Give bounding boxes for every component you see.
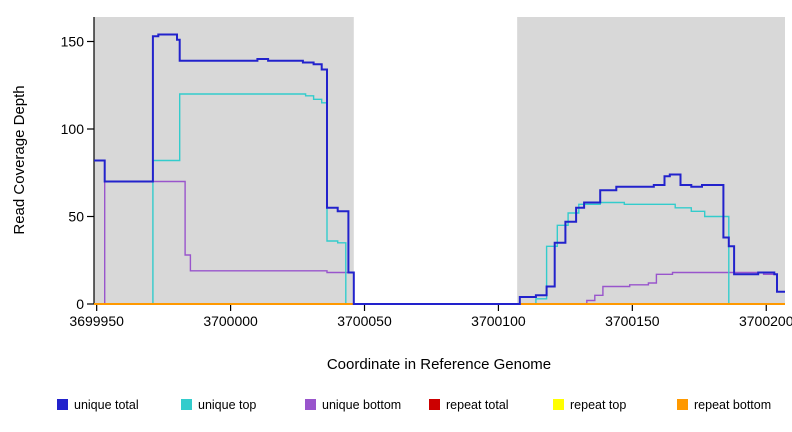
x-tick-label: 3699950 [69,313,124,329]
legend-swatch-repeat-top [553,399,564,410]
x-tick-label: 3700000 [203,313,258,329]
x-axis-title: Coordinate in Reference Genome [327,356,551,373]
y-tick-label: 0 [76,296,84,312]
legend-swatch-unique-top [181,399,192,410]
y-tick-label: 100 [61,121,85,137]
plot-area: 3699950 3700000 3700050 3700100 3700150 37002… [61,17,792,329]
legend-label-repeat-top: repeat top [570,398,626,412]
legend-swatch-repeat-bottom [677,399,688,410]
series-line-unique-bottom [94,180,785,305]
x-tick-label: 3700050 [337,313,392,329]
x-tick-label: 3700150 [605,313,660,329]
legend-label-unique-total: unique total [74,398,139,412]
legend-label-repeat-total: repeat total [446,398,509,412]
x-tick-label: 3700200 [739,313,792,329]
x-tick-label: 3700100 [471,313,526,329]
legend-label-unique-top: unique top [198,398,256,412]
legend-swatch-unique-total [57,399,68,410]
y-tick-label: 150 [61,34,85,50]
legend-label-unique-bottom: unique bottom [322,398,401,412]
series-line-unique-total [94,33,785,305]
legend-swatch-unique-bottom [305,399,316,410]
y-axis-title: Read Coverage Depth [11,85,28,234]
y-tick-label: 50 [68,209,84,225]
legend: unique total unique top unique bottom repea… [57,398,771,412]
gap-region-band [353,17,518,304]
legend-swatch-repeat-total [429,399,440,410]
series-line-unique-top [94,93,785,305]
legend-label-repeat-bottom: repeat bottom [694,398,771,412]
